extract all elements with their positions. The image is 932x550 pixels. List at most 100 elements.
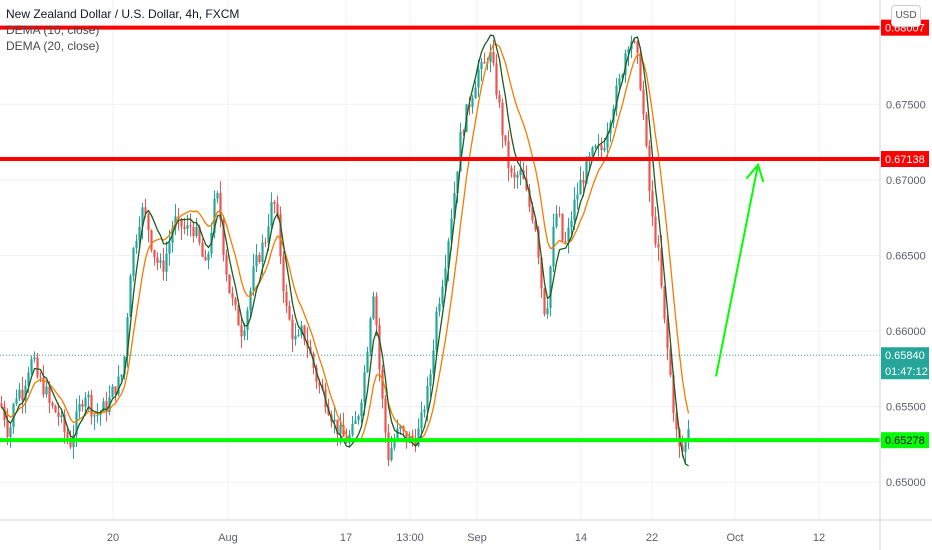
candle-body — [153, 249, 156, 258]
candle-body — [513, 172, 516, 178]
candle-body — [501, 102, 504, 136]
y-tick-label: 0.66000 — [886, 326, 926, 338]
candle-body — [288, 305, 291, 320]
dema-20-line — [1, 43, 690, 443]
candle-body — [201, 242, 204, 257]
candle-body — [453, 193, 456, 219]
level-price-tag — [881, 432, 929, 449]
candle-body — [384, 398, 387, 433]
symbol-title[interactable]: New Zealand Dollar / U.S. Dollar, 4h, FX… — [6, 7, 240, 21]
candle-body — [261, 242, 264, 263]
candle-body — [393, 439, 396, 448]
candle-body — [540, 257, 543, 289]
candle-body — [444, 268, 447, 287]
candle-body — [138, 226, 141, 241]
candle-body — [507, 141, 510, 169]
candle-body — [219, 193, 222, 220]
candle-body — [336, 419, 339, 435]
candle-body — [378, 325, 381, 370]
time-axis[interactable]: 20 Aug 17 13:00 Sep 14 22 Oct 12 — [0, 519, 932, 544]
x-tick-label: 14 — [575, 532, 587, 544]
candle-body — [207, 253, 210, 261]
candle-body — [147, 213, 150, 231]
candle-body — [60, 415, 63, 418]
candle-body — [549, 266, 552, 309]
candle-body — [225, 254, 228, 275]
candle-body — [561, 214, 564, 241]
candle-body — [237, 305, 240, 326]
candle-body — [636, 41, 639, 53]
candle-body — [579, 179, 582, 195]
candle-body — [489, 51, 492, 62]
candle-body — [351, 423, 354, 435]
candle-body — [192, 226, 195, 237]
level-price-label: 0.67138 — [885, 154, 925, 166]
candle-body — [387, 432, 390, 461]
last-price-label: 0.65840 — [885, 350, 925, 362]
indicator-dema-10[interactable]: DEMA (10, close) — [6, 23, 100, 37]
candle-body — [63, 415, 66, 433]
dema-lines — [0, 34, 690, 467]
candle-body — [435, 311, 438, 351]
candle-body — [627, 49, 630, 54]
candle-body — [234, 298, 237, 306]
candle-body — [495, 63, 498, 96]
candle-body — [639, 52, 642, 90]
candle-body — [294, 335, 297, 340]
candle-body — [510, 168, 513, 173]
candle-body — [423, 409, 426, 413]
candle-body — [360, 402, 363, 416]
candle-body — [186, 225, 189, 229]
candle-body — [687, 429, 690, 442]
candle-body — [180, 218, 183, 227]
candle-body — [51, 402, 54, 406]
candle-body — [675, 413, 678, 430]
candle-body — [357, 415, 360, 421]
candle-body — [36, 357, 39, 377]
candle-body — [555, 213, 558, 227]
candle-body — [366, 351, 369, 373]
price-axis[interactable]: 0.67500 0.67000 0.66500 0.66000 0.65500 0.650… — [879, 0, 926, 550]
currency-button[interactable]: USD — [891, 5, 921, 27]
candle-body — [585, 159, 588, 184]
candle-body — [543, 288, 546, 315]
candle-body — [576, 194, 579, 200]
indicator-dema-20[interactable]: DEMA (20, close) — [6, 39, 100, 53]
candle-body — [87, 394, 90, 398]
candle-body — [90, 394, 93, 417]
candle-body — [660, 247, 663, 287]
candle-body — [126, 317, 129, 357]
candle-body — [480, 62, 483, 70]
candle-body — [42, 377, 45, 395]
candle-body — [81, 404, 84, 407]
candle-body — [498, 95, 501, 103]
candle-body — [270, 202, 273, 227]
candle-body — [546, 308, 549, 315]
candle-body — [618, 78, 621, 86]
candle-body — [318, 381, 321, 386]
candle-body — [183, 226, 186, 229]
projection-arrow[interactable] — [715, 162, 765, 377]
horizontal-levels[interactable]: 0.68007 0.67138 0.65278 0.65840 01:47:12 — [0, 19, 929, 449]
candle-body — [417, 428, 420, 447]
candle-body — [681, 446, 684, 452]
candle-body — [162, 260, 165, 272]
candle-body — [342, 425, 345, 437]
candle-body — [114, 386, 117, 395]
candle-body — [282, 256, 285, 292]
candle-body — [615, 85, 618, 109]
candle-body — [372, 296, 375, 319]
candle-body — [603, 147, 606, 151]
candle-body — [354, 420, 357, 424]
candle-body — [132, 248, 135, 276]
candle-body — [642, 89, 645, 115]
y-tick-label: 0.67000 — [886, 175, 926, 187]
candle-body — [195, 226, 198, 237]
candle-body — [285, 291, 288, 306]
candle-body — [534, 220, 537, 230]
level-price-tag — [881, 151, 929, 168]
candle-body — [447, 241, 450, 269]
arrow-head — [745, 162, 765, 183]
y-tick-label: 0.66500 — [886, 250, 926, 262]
